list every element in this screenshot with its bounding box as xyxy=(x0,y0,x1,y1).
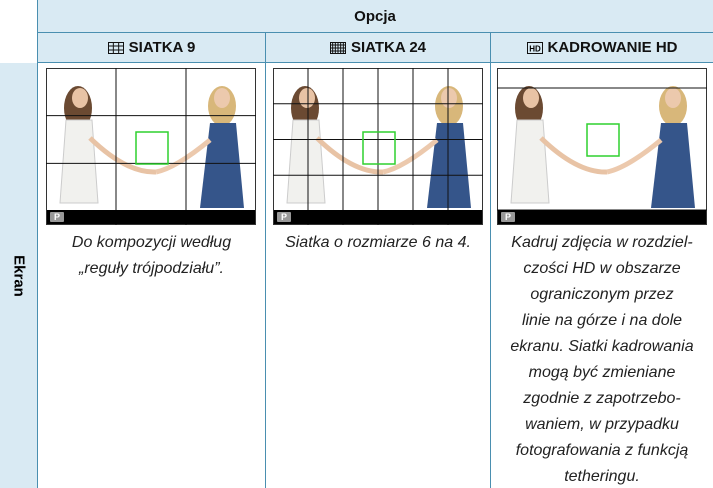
face xyxy=(522,88,539,108)
dress xyxy=(650,123,695,208)
face xyxy=(72,88,88,108)
icon-frame xyxy=(107,41,124,54)
dress xyxy=(285,119,326,204)
dress xyxy=(509,119,550,204)
row-label-cell: Ekran xyxy=(0,63,37,488)
mode-badge: P xyxy=(280,212,286,222)
column-label: SIATKA 24 xyxy=(350,39,426,56)
description: Kadruj zdjęcia w rozdziel-czości HD w ob… xyxy=(491,230,713,488)
arm xyxy=(88,136,157,175)
arm xyxy=(381,138,439,175)
column-header: SIATKA 24 xyxy=(266,33,490,63)
description-line: Siatka o rozmiarze 6 na 4. xyxy=(285,234,471,251)
status-bar xyxy=(497,210,706,224)
focus-frame xyxy=(361,131,396,165)
description: Siatka o rozmiarze 6 na 4. xyxy=(266,230,490,256)
arm xyxy=(538,136,607,175)
dress xyxy=(200,123,244,208)
face xyxy=(214,88,230,108)
screen-preview: P xyxy=(496,68,707,225)
description-line: mogą być zmieniane xyxy=(528,364,676,381)
arm xyxy=(155,138,212,175)
column-label: KADROWANIE HD xyxy=(547,39,678,56)
face xyxy=(298,88,315,108)
description-line: fotografowania z funkcją xyxy=(515,442,689,459)
dress xyxy=(426,123,471,208)
screen-preview: P xyxy=(272,68,483,225)
mode-badge: P xyxy=(504,212,510,222)
screen-preview: P xyxy=(46,68,256,225)
badge-bg xyxy=(500,212,515,222)
description-line: tetheringu. xyxy=(564,468,640,485)
badge-bg xyxy=(50,212,64,222)
column-icon xyxy=(107,41,124,54)
description-line: „reguły trójpodziału”. xyxy=(79,260,224,277)
divider xyxy=(265,33,266,488)
divider xyxy=(37,0,38,488)
description-line: ograniczonym przez xyxy=(530,286,674,303)
description-line: czości HD w obszarze xyxy=(523,260,681,277)
dress xyxy=(59,119,99,204)
arm xyxy=(314,136,383,175)
icon-text: HD xyxy=(529,44,541,53)
column-header: HD KADROWANIE HD xyxy=(491,33,713,63)
focus-frame xyxy=(135,131,169,165)
column-icon xyxy=(329,41,346,54)
status-bar xyxy=(273,210,482,224)
face xyxy=(440,88,457,108)
description-line: waniem, w przypadku xyxy=(525,416,679,433)
header-title: Opcja xyxy=(37,0,713,33)
badge-bg xyxy=(276,212,291,222)
divider xyxy=(490,33,491,488)
arm xyxy=(605,138,663,175)
row-label: Ekran xyxy=(10,254,27,297)
column-label: SIATKA 9 xyxy=(128,39,196,56)
icon-frame xyxy=(526,41,543,54)
focus-frame xyxy=(585,123,620,157)
face xyxy=(664,88,681,108)
description-line: zgodnie z zapotrzebo- xyxy=(523,390,681,407)
description-line: linie na górze i na dole xyxy=(521,312,683,329)
description-line: Do kompozycji według xyxy=(71,234,232,251)
mode-badge: P xyxy=(54,212,60,222)
status-bar xyxy=(47,210,255,224)
description-line: Kadruj zdjęcia w rozdziel- xyxy=(511,234,693,251)
column-icon: HD xyxy=(526,41,543,54)
column-header: SIATKA 9 xyxy=(38,33,265,63)
description-line: ekranu. Siatki kadrowania xyxy=(510,338,694,355)
description: Do kompozycji według „reguły trójpodziału… xyxy=(38,230,265,282)
